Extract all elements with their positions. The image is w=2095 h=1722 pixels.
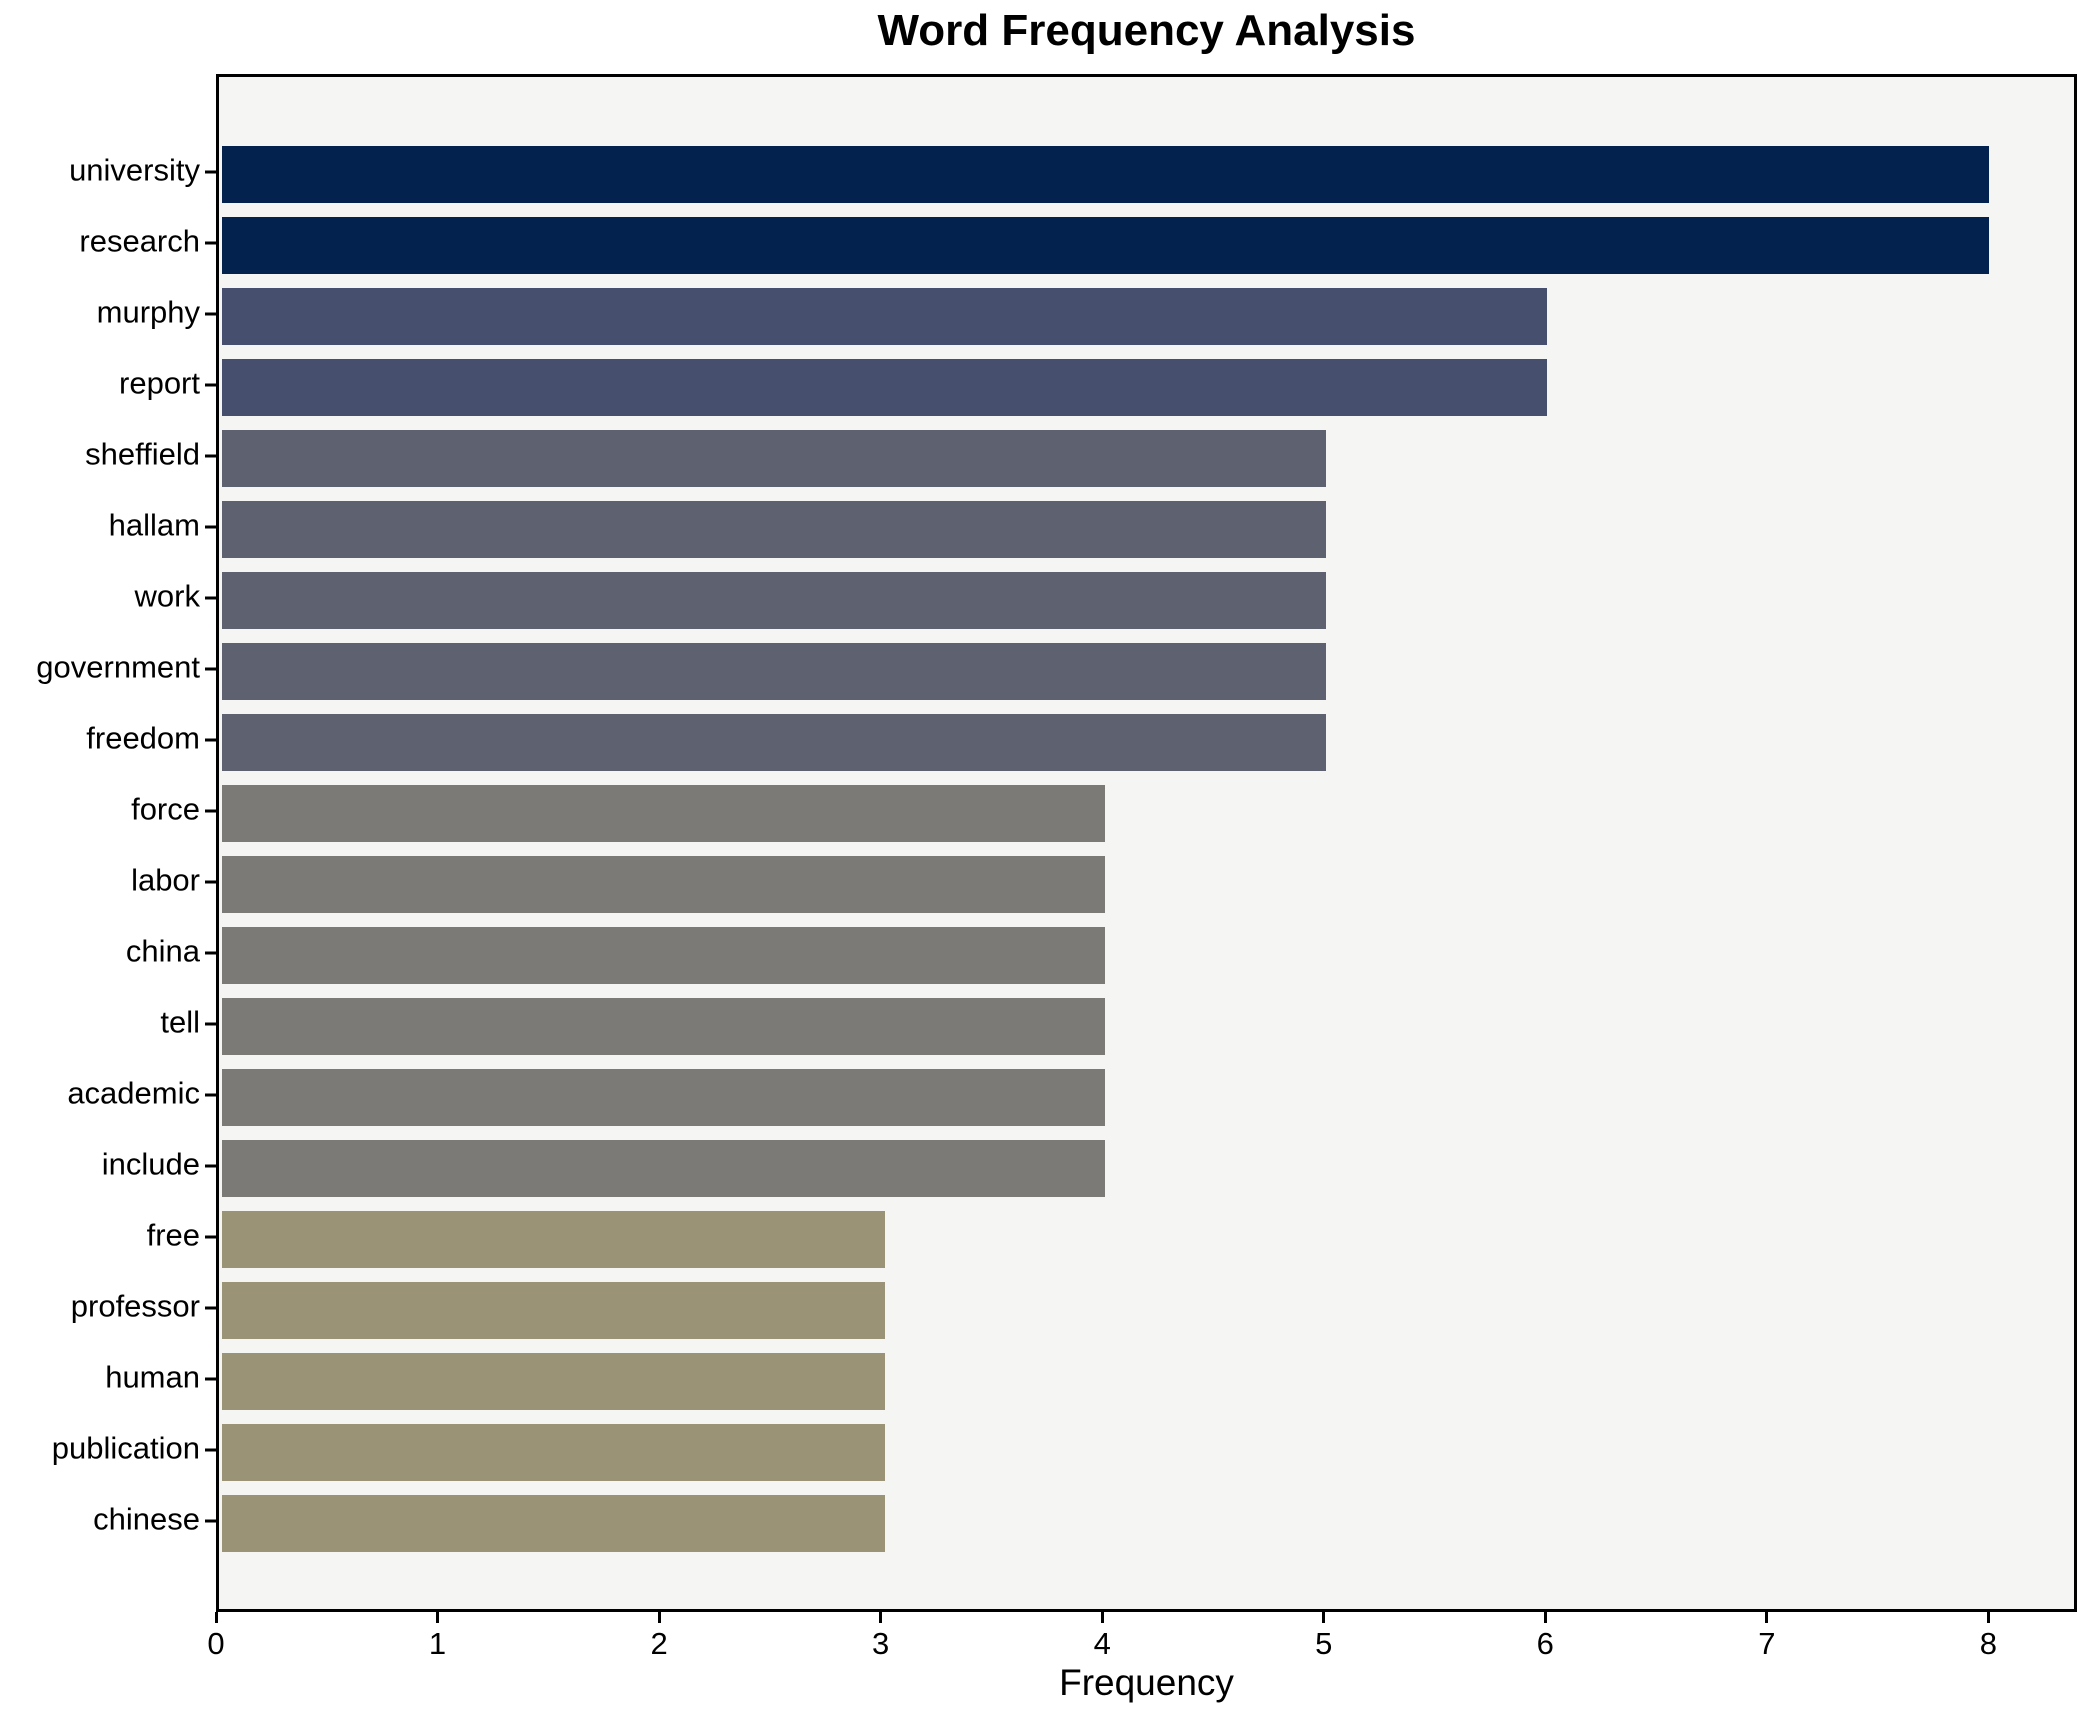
bar-include	[222, 1140, 1105, 1197]
bar-china	[222, 927, 1105, 984]
y-tick-label-china: china	[125, 933, 200, 969]
y-tick-mark	[205, 1519, 216, 1522]
bar-tell	[222, 998, 1105, 1055]
y-tick-mark	[205, 1448, 216, 1451]
y-tick-mark	[205, 880, 216, 883]
x-tick-label-6: 6	[1536, 1626, 1554, 1661]
x-tick-label-1: 1	[428, 1626, 447, 1661]
y-tick-label-university: university	[69, 152, 200, 188]
y-tick-label-include: include	[101, 1146, 200, 1182]
y-tick-mark	[205, 312, 216, 315]
y-tick-mark	[205, 525, 216, 528]
x-tick-mark	[1765, 1612, 1769, 1623]
y-tick-label-government: government	[36, 649, 200, 685]
bar-murphy	[222, 288, 1547, 345]
x-tick-label-7: 7	[1758, 1626, 1776, 1661]
y-tick-label-research: research	[79, 223, 200, 259]
y-tick-label-tell: tell	[160, 1004, 200, 1040]
y-tick-label-freedom: freedom	[86, 720, 200, 756]
x-tick-mark	[1322, 1612, 1326, 1623]
y-tick-mark	[205, 596, 216, 599]
y-tick-mark	[205, 1235, 216, 1238]
bar-hallam	[222, 501, 1326, 558]
x-tick-mark	[879, 1612, 883, 1623]
y-tick-label-free: free	[146, 1217, 200, 1253]
bar-chinese	[222, 1495, 885, 1552]
x-tick-mark	[657, 1612, 661, 1623]
x-tick-mark	[436, 1612, 440, 1623]
bar-academic	[222, 1069, 1105, 1126]
bar-report	[222, 359, 1547, 416]
x-tick-label-2: 2	[650, 1626, 668, 1661]
x-tick-label-5: 5	[1315, 1626, 1333, 1661]
x-tick-mark	[214, 1612, 218, 1623]
y-tick-label-professor: professor	[70, 1288, 200, 1324]
bar-force	[222, 785, 1105, 842]
y-tick-mark	[205, 454, 216, 457]
chart-title: Word Frequency Analysis	[877, 6, 1416, 55]
bars-layer	[222, 80, 2071, 1606]
bar-publication	[222, 1424, 885, 1481]
x-axis-label: Frequency	[1059, 1662, 1234, 1703]
x-tick-mark	[1100, 1612, 1104, 1623]
x-tick-label-8: 8	[1979, 1626, 1997, 1661]
bar-professor	[222, 1282, 885, 1339]
x-tick-mark	[1986, 1612, 1990, 1623]
y-tick-mark	[205, 241, 216, 244]
y-tick-label-work: work	[134, 578, 200, 614]
y-tick-mark	[205, 170, 216, 173]
y-tick-mark	[205, 383, 216, 386]
y-tick-mark	[205, 738, 216, 741]
bar-government	[222, 643, 1326, 700]
y-tick-label-human: human	[105, 1359, 200, 1395]
y-tick-label-publication: publication	[51, 1430, 200, 1466]
plot-area	[216, 74, 2077, 1612]
x-tick-label-4: 4	[1093, 1626, 1111, 1661]
y-tick-mark	[205, 667, 216, 670]
y-tick-mark	[205, 1164, 216, 1167]
y-tick-label-academic: academic	[67, 1075, 200, 1111]
bar-university	[222, 146, 1989, 203]
y-tick-label-report: report	[119, 365, 200, 401]
y-tick-mark	[205, 1377, 216, 1380]
y-tick-label-labor: labor	[131, 862, 200, 898]
x-tick-mark	[1543, 1612, 1547, 1623]
y-tick-label-sheffield: sheffield	[85, 436, 200, 472]
y-tick-label-hallam: hallam	[108, 507, 200, 543]
y-tick-mark	[205, 1306, 216, 1309]
y-tick-mark	[205, 951, 216, 954]
x-tick-label-3: 3	[872, 1626, 890, 1661]
bar-free	[222, 1211, 885, 1268]
bar-work	[222, 572, 1326, 629]
y-tick-label-chinese: chinese	[93, 1501, 200, 1537]
x-tick-label-0: 0	[207, 1626, 225, 1661]
bar-research	[222, 217, 1989, 274]
y-tick-label-force: force	[131, 791, 200, 827]
y-tick-label-murphy: murphy	[96, 294, 200, 330]
bar-sheffield	[222, 430, 1326, 487]
bar-human	[222, 1353, 885, 1410]
bar-freedom	[222, 714, 1326, 771]
y-tick-mark	[205, 809, 216, 812]
y-tick-mark	[205, 1022, 216, 1025]
y-tick-mark	[205, 1093, 216, 1096]
bar-labor	[222, 856, 1105, 913]
